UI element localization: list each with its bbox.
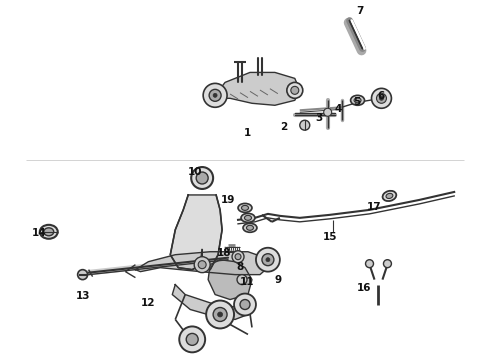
- Circle shape: [300, 120, 310, 130]
- Circle shape: [203, 84, 227, 107]
- Text: 7: 7: [356, 6, 363, 15]
- Polygon shape: [135, 252, 268, 275]
- Ellipse shape: [386, 193, 393, 198]
- Circle shape: [196, 172, 208, 184]
- Circle shape: [235, 254, 241, 260]
- Text: 4: 4: [335, 104, 343, 114]
- Circle shape: [371, 88, 392, 108]
- Circle shape: [198, 261, 206, 269]
- Ellipse shape: [238, 203, 252, 212]
- Circle shape: [77, 270, 88, 280]
- Circle shape: [291, 86, 299, 94]
- Ellipse shape: [243, 223, 257, 232]
- Circle shape: [218, 312, 222, 317]
- Circle shape: [209, 89, 221, 101]
- Circle shape: [179, 327, 205, 352]
- Ellipse shape: [383, 191, 396, 201]
- Circle shape: [376, 93, 387, 103]
- Circle shape: [213, 93, 217, 97]
- Text: 17: 17: [367, 202, 382, 212]
- Circle shape: [206, 301, 234, 328]
- Text: 1: 1: [244, 128, 250, 138]
- Polygon shape: [215, 72, 300, 105]
- Circle shape: [384, 260, 392, 268]
- Text: 9: 9: [274, 275, 281, 285]
- Text: 10: 10: [188, 167, 202, 177]
- Text: 5: 5: [353, 97, 360, 107]
- Circle shape: [287, 82, 303, 98]
- Text: 2: 2: [280, 122, 288, 132]
- Circle shape: [366, 260, 373, 268]
- Circle shape: [266, 258, 270, 262]
- Circle shape: [186, 333, 198, 345]
- Ellipse shape: [241, 213, 255, 222]
- Circle shape: [256, 248, 280, 272]
- Circle shape: [191, 167, 213, 189]
- Text: 6: 6: [378, 91, 385, 101]
- Text: 8: 8: [236, 262, 244, 272]
- Text: 12: 12: [141, 297, 156, 307]
- Ellipse shape: [44, 228, 54, 236]
- Text: 18: 18: [217, 248, 231, 258]
- Polygon shape: [171, 195, 222, 270]
- Circle shape: [232, 251, 244, 263]
- Circle shape: [240, 300, 250, 310]
- Text: 15: 15: [322, 232, 337, 242]
- Text: 3: 3: [315, 113, 322, 123]
- Ellipse shape: [245, 215, 251, 220]
- Ellipse shape: [40, 225, 58, 239]
- Circle shape: [262, 254, 274, 266]
- Circle shape: [194, 257, 210, 273]
- Circle shape: [324, 108, 332, 116]
- Ellipse shape: [350, 95, 365, 105]
- Text: 16: 16: [357, 283, 372, 293]
- Circle shape: [237, 275, 247, 285]
- Polygon shape: [208, 260, 252, 300]
- Ellipse shape: [354, 98, 361, 103]
- Circle shape: [379, 96, 384, 100]
- Text: 13: 13: [75, 291, 90, 301]
- Polygon shape: [172, 285, 252, 319]
- Text: 14: 14: [31, 228, 46, 238]
- Ellipse shape: [246, 225, 253, 230]
- Circle shape: [213, 307, 227, 321]
- Text: 11: 11: [240, 276, 254, 287]
- Text: 19: 19: [221, 195, 235, 205]
- Circle shape: [234, 293, 256, 315]
- Ellipse shape: [242, 206, 248, 210]
